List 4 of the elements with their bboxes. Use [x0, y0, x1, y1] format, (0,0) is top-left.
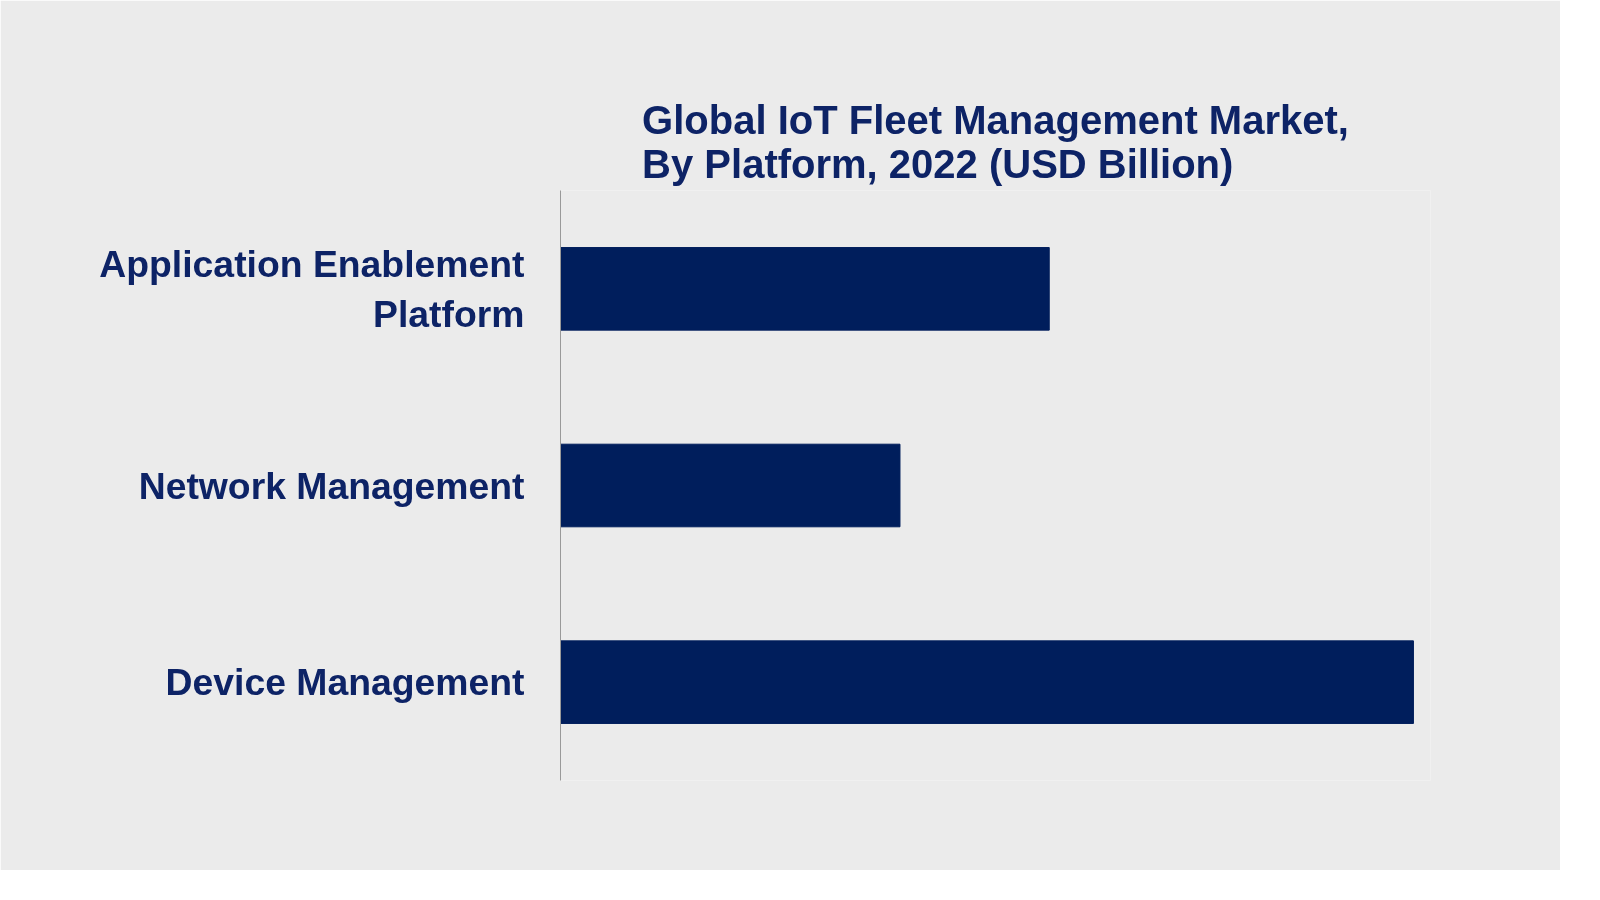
y-tick-label: Network Management: [138, 464, 525, 507]
y-tick-label: Application Enablement Platform: [99, 242, 525, 336]
y-tick-label: Device Management: [165, 661, 525, 704]
chart-title: Global IoT Fleet Management Market, By Platform, 2022 (USD Billion): [642, 97, 1349, 186]
